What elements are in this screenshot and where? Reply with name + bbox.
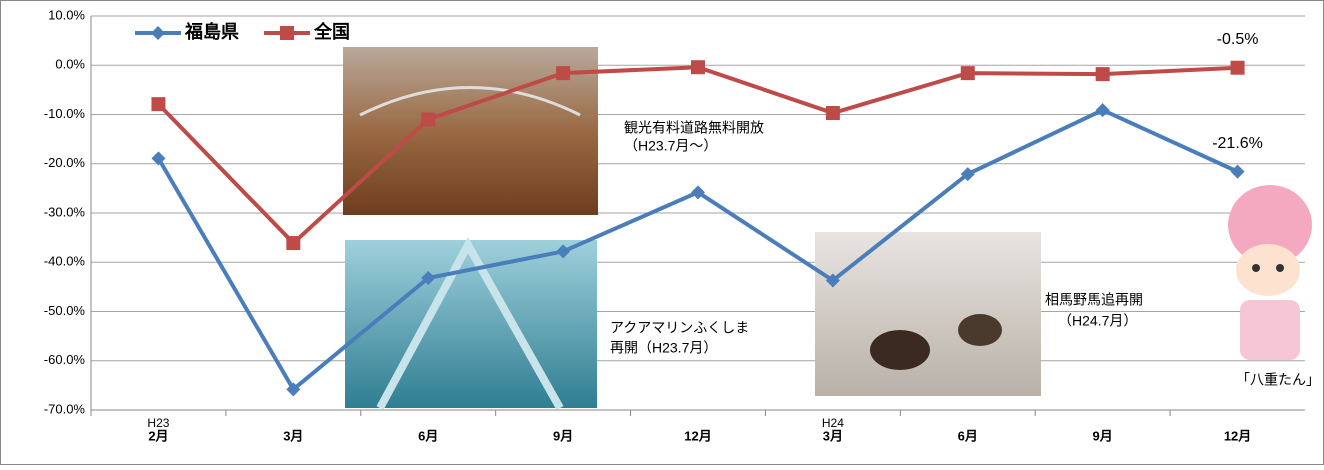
y-tick-label: -70.0% (44, 401, 86, 416)
mascot-eye (1252, 264, 1260, 272)
legend-label: 全国 (313, 21, 350, 42)
x-group-label: H24 (822, 416, 844, 430)
annotation: アクアマリンふくしま (610, 320, 749, 336)
legend-label: 福島県 (184, 21, 239, 42)
annotation: （H23.7月～） (624, 138, 717, 154)
bridge-arch (359, 86, 581, 117)
data-point (691, 60, 705, 75)
data-point (151, 97, 166, 112)
x-tick-label: 3月 (283, 428, 303, 443)
data-point (556, 244, 571, 259)
x-group-label: H23 (147, 416, 169, 430)
x-tick-label: 2月 (148, 428, 168, 443)
y-tick-label: -50.0% (44, 303, 86, 318)
x-tick-label: 12月 (684, 428, 711, 443)
data-point (421, 271, 436, 286)
data-point (1230, 164, 1245, 179)
horse (870, 330, 930, 370)
annotation: 「八重たん」 (1236, 372, 1320, 388)
annotation: 観光有料道路無料開放 (624, 120, 764, 136)
data-point (151, 151, 166, 166)
data-point (1095, 103, 1110, 118)
data-label: -0.5% (1217, 31, 1259, 48)
annotation: （H24.7月） (1058, 313, 1137, 329)
legend-marker (280, 26, 294, 40)
data-point (960, 167, 975, 182)
x-tick-label: 12月 (1224, 428, 1251, 443)
x-tick-label: 6月 (958, 428, 978, 443)
annotation: 相馬野馬追再開 (1045, 292, 1143, 308)
horse (958, 314, 1002, 346)
y-tick-label: -30.0% (44, 204, 86, 219)
data-point (286, 382, 301, 397)
data-point (825, 106, 840, 121)
y-tick-label: 0.0% (55, 57, 85, 72)
data-point (960, 66, 975, 81)
mascot-face (1236, 244, 1300, 296)
data-point (286, 236, 301, 251)
aquarium-tunnel (376, 236, 564, 410)
data-point (421, 112, 436, 127)
y-tick-label: -60.0% (44, 352, 86, 367)
x-tick-label: 9月 (1093, 428, 1113, 443)
photo-horses (815, 232, 1041, 396)
x-tick-label: 9月 (553, 428, 573, 443)
mascot-body (1240, 300, 1300, 360)
y-tick-label: -10.0% (44, 106, 86, 121)
data-point (691, 185, 705, 200)
y-tick-label: 10.0% (48, 7, 85, 22)
data-label: -21.6% (1212, 135, 1263, 152)
mascot-hair (1228, 185, 1312, 265)
data-point (556, 66, 571, 81)
y-tick-label: -40.0% (44, 254, 86, 269)
data-point (1230, 60, 1245, 75)
data-point (1095, 67, 1110, 82)
grid (90, 15, 1305, 411)
y-tick-label: -20.0% (44, 155, 86, 170)
photo-aquarium (345, 240, 597, 408)
data-point (825, 273, 840, 288)
legend-marker (151, 26, 165, 40)
mascot-eye (1276, 264, 1284, 272)
mascot (1228, 185, 1312, 360)
x-tick-label: 3月 (823, 428, 843, 443)
x-tick-label: 6月 (418, 428, 438, 443)
annotation: 再開（H23.7月） (610, 340, 717, 356)
